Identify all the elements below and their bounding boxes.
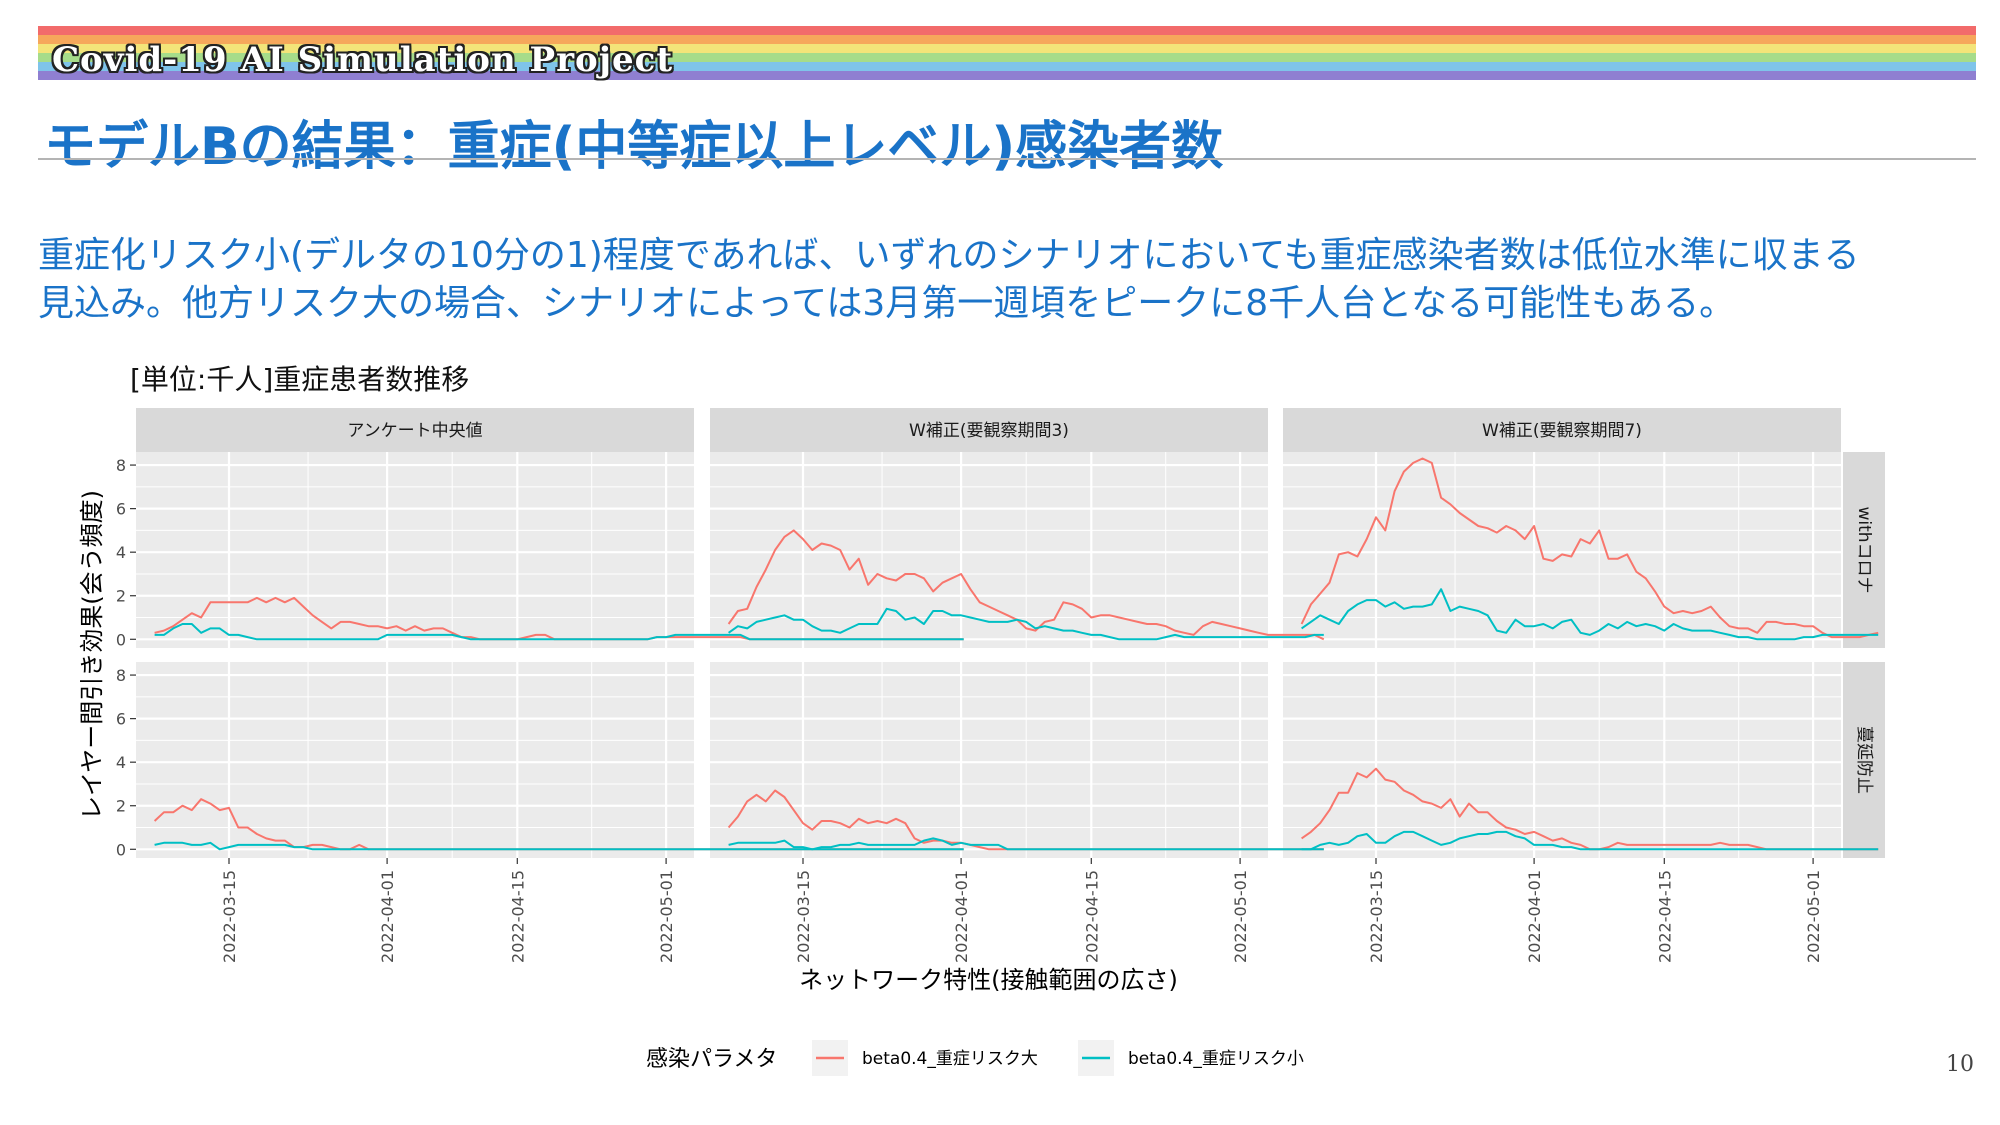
series-line xyxy=(727,529,1325,641)
y-tick-label: 0 xyxy=(116,840,126,859)
banner-stripe-1 xyxy=(38,26,1976,35)
y-tick-label: 6 xyxy=(116,710,126,729)
series-line xyxy=(1301,830,1879,851)
panel-background xyxy=(710,662,1268,858)
facet-strip-label: アンケート中央値 xyxy=(347,421,482,441)
y-tick-label: 8 xyxy=(116,456,126,475)
facet-strip-label: W補正(要観察期間7) xyxy=(1482,421,1642,441)
banner-stripe-2 xyxy=(38,35,1976,44)
page-title: モデルBの結果：重症(中等症以上レベル)感染者数 xyxy=(44,117,1224,177)
facet-strip-label: W補正(要観察期間3) xyxy=(909,421,1069,441)
series-line xyxy=(1300,457,1879,639)
panel-background xyxy=(136,662,694,858)
x-tick-label: 2022-03-15 xyxy=(794,870,813,963)
summary-line-2: 見込み。他方リスク大の場合、シナリオによっては3月第一週頃をピークに8千人台とな… xyxy=(38,283,1736,324)
x-tick-label: 2022-04-15 xyxy=(1655,870,1674,963)
facet-strip-row xyxy=(1843,452,1885,648)
facet-strip-column xyxy=(1283,408,1841,452)
x-tick-label: 2022-04-15 xyxy=(508,870,527,963)
banner-stripe-6 xyxy=(38,71,1976,80)
facet-strip-column xyxy=(136,408,694,452)
banner-stripe-5 xyxy=(38,62,1976,71)
page-number: 10 xyxy=(1946,1052,1974,1077)
series-line xyxy=(728,837,1324,851)
x-tick-label: 2022-03-15 xyxy=(1367,870,1386,963)
x-tick-label: 2022-03-15 xyxy=(220,870,239,963)
legend-entry-label: beta0.4_重症リスク大 xyxy=(862,1049,1038,1069)
summary-text: 重症化リスク小(デルタの10分の1)程度であれば、いずれのシナリオにおいても重症… xyxy=(38,232,1958,328)
x-tick-label: 2022-05-01 xyxy=(657,870,676,963)
y-tick-label: 2 xyxy=(116,797,126,816)
legend-entry-label: beta0.4_重症リスク小 xyxy=(1128,1049,1304,1069)
banner-stripe-3 xyxy=(38,44,1976,53)
y-tick-label: 2 xyxy=(116,587,126,606)
banner-stripe-4 xyxy=(38,53,1976,62)
panel-background xyxy=(1283,662,1841,858)
y-tick-label: 4 xyxy=(116,753,126,772)
x-tick-label: 2022-04-01 xyxy=(952,870,971,963)
unit-label: [単位:千人]重症患者数推移 xyxy=(130,363,470,396)
facet-strip-label: withコロナ xyxy=(1854,506,1874,593)
project-banner: Covid-19 AI Simulation Project xyxy=(38,26,1976,90)
summary-line-1: 重症化リスク小(デルタの10分の1)程度であれば、いずれのシナリオにおいても重症… xyxy=(38,235,1860,276)
x-tick-label: 2022-04-01 xyxy=(378,870,397,963)
y-tick-label: 4 xyxy=(116,543,126,562)
x-axis-title: ネットワーク特性(接触範囲の広さ) xyxy=(799,966,1178,994)
y-axis-title: レイヤー間引き効果(会う頻度) xyxy=(78,490,106,820)
banner-title: Covid-19 AI Simulation Project xyxy=(52,40,674,80)
x-tick-label: 2022-04-15 xyxy=(1082,870,1101,963)
series-line xyxy=(728,607,1324,641)
series-line xyxy=(1301,588,1879,641)
series-line xyxy=(154,623,964,641)
panel-background xyxy=(136,452,694,648)
facet-strip-row xyxy=(1843,662,1885,858)
panel-background xyxy=(1283,452,1841,648)
y-tick-label: 0 xyxy=(116,630,126,649)
x-tick-label: 2022-05-01 xyxy=(1231,870,1250,963)
title-divider xyxy=(38,158,1976,160)
legend-title: 感染パラメタ xyxy=(646,1047,777,1072)
series-line xyxy=(154,841,964,851)
x-tick-label: 2022-05-01 xyxy=(1804,870,1823,963)
x-tick-label: 2022-04-01 xyxy=(1525,870,1544,963)
y-tick-label: 6 xyxy=(116,500,126,519)
facet-strip-column xyxy=(710,408,1268,452)
y-tick-label: 8 xyxy=(116,666,126,685)
facet-strip-label: 蔓延防止 xyxy=(1854,726,1874,794)
